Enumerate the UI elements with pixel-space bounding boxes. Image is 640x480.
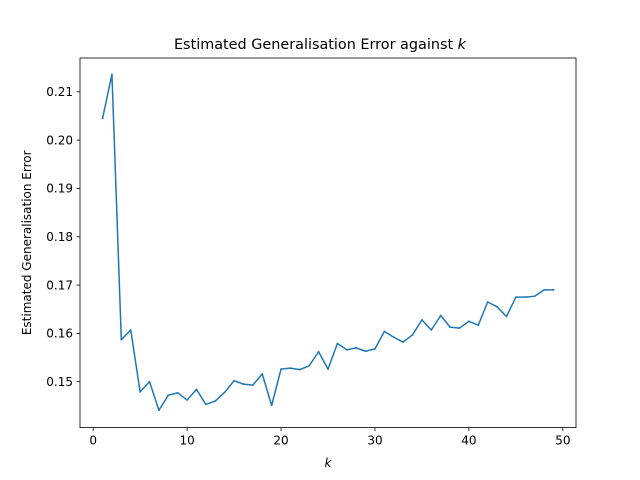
data-point [148, 380, 151, 383]
data-point [496, 305, 498, 308]
data-point [552, 289, 555, 291]
plot-area [79, 57, 577, 429]
x-tick-label: 10 [179, 434, 194, 448]
data-point [195, 388, 198, 391]
data-point [176, 391, 179, 394]
data-point [524, 296, 527, 299]
data-point [111, 73, 113, 76]
data-point [458, 327, 461, 329]
data-point [533, 295, 536, 298]
data-point [223, 391, 226, 394]
data-point [364, 350, 367, 353]
x-tick-label: 40 [461, 434, 476, 448]
data-point [186, 399, 188, 401]
y-tick-label: 0.19 [46, 182, 73, 196]
data-point [129, 329, 132, 331]
data-point [345, 348, 348, 351]
data-point [439, 314, 442, 317]
data-point [158, 409, 160, 412]
y-axis-label: Estimated Generalisation Error [20, 150, 34, 335]
data-point [101, 117, 104, 120]
line-layer [101, 73, 555, 412]
data-point [421, 318, 423, 321]
x-tick-label: 0 [89, 434, 97, 448]
data-point [167, 394, 170, 397]
data-point [336, 342, 339, 345]
y-tick-label: 0.18 [46, 230, 73, 244]
data-point [327, 368, 329, 371]
data-point [468, 320, 470, 323]
data-point [430, 329, 433, 331]
data-point [477, 324, 480, 327]
x-tick-label: 50 [555, 434, 570, 448]
data-point [486, 301, 489, 303]
data-point [214, 400, 217, 402]
x-axis-label: k [325, 456, 333, 470]
data-point [270, 404, 273, 407]
data-point [120, 338, 123, 341]
data-point [374, 347, 376, 350]
data-point [233, 379, 235, 382]
data-point [355, 346, 358, 349]
data-point [402, 341, 405, 343]
x-tick-label: 30 [367, 434, 382, 448]
y-tick-label: 0.21 [46, 85, 73, 99]
data-point [289, 367, 292, 370]
data-point [280, 368, 282, 371]
data-point [449, 326, 452, 329]
data-point [251, 384, 254, 386]
y-tick-label: 0.20 [46, 133, 73, 147]
data-point [392, 336, 395, 339]
y-tick-label: 0.15 [46, 375, 73, 389]
x-axis: 0 10 20 30 40 50 [89, 427, 570, 448]
data-point [411, 333, 414, 336]
chart-title: Estimated Generalisation Error against k [174, 37, 467, 53]
axes-frame [79, 57, 577, 429]
data-point [317, 350, 320, 353]
data-point [308, 364, 311, 367]
data-point [261, 373, 264, 375]
y-tick-label: 0.17 [46, 278, 73, 292]
x-tick-label: 20 [273, 434, 288, 448]
data-point [383, 330, 386, 333]
data-point [514, 296, 517, 299]
data-point [204, 403, 207, 406]
data-point [543, 289, 545, 291]
data-point [139, 390, 142, 393]
y-axis: 0.15 0.16 0.17 0.18 0.19 0.20 0.21 [46, 85, 80, 389]
data-point [505, 315, 508, 318]
data-point [242, 383, 245, 386]
data-point [298, 368, 301, 371]
y-tick-label: 0.16 [46, 327, 73, 341]
